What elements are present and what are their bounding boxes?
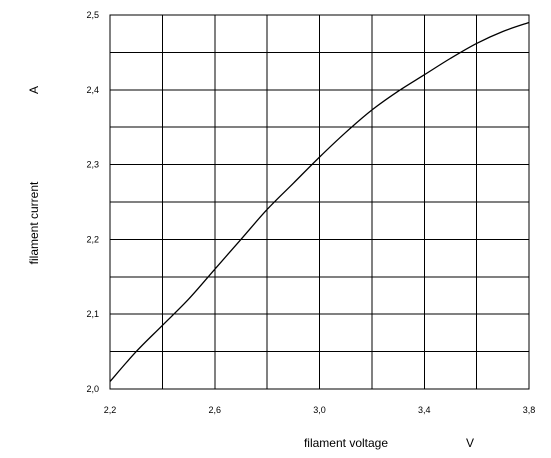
- x-tick-label: 2,6: [208, 405, 221, 415]
- grid-lines: [110, 15, 529, 389]
- series-line-0: [109, 21, 530, 382]
- y-tick-label: 2,4: [86, 85, 99, 95]
- y-tick-label: 2,3: [86, 160, 99, 170]
- y-axis-label: filament current: [27, 181, 41, 264]
- y-tick-label: 2,2: [86, 234, 99, 244]
- plot-border: [109, 14, 530, 390]
- y-tick-label: 2,0: [86, 384, 99, 394]
- x-axis-unit: V: [466, 436, 474, 450]
- x-tick-label: 2,2: [104, 405, 117, 415]
- x-tick-labels: 2,2 2,6 3,0 3,4 3,8: [104, 405, 536, 415]
- plot-frame: [109, 14, 530, 390]
- x-axis-label: filament voltage: [304, 436, 388, 450]
- series-layer: [109, 21, 530, 382]
- x-tick-label: 3,0: [313, 405, 326, 415]
- y-tick-labels: 2,0 2,1 2,2 2,3 2,4 2,5: [86, 10, 99, 394]
- x-tick-label: 3,4: [418, 405, 431, 415]
- x-tick-label: 3,8: [523, 405, 536, 415]
- y-tick-label: 2,1: [86, 309, 99, 319]
- y-axis-unit: A: [27, 86, 41, 94]
- y-tick-label: 2,5: [86, 10, 99, 20]
